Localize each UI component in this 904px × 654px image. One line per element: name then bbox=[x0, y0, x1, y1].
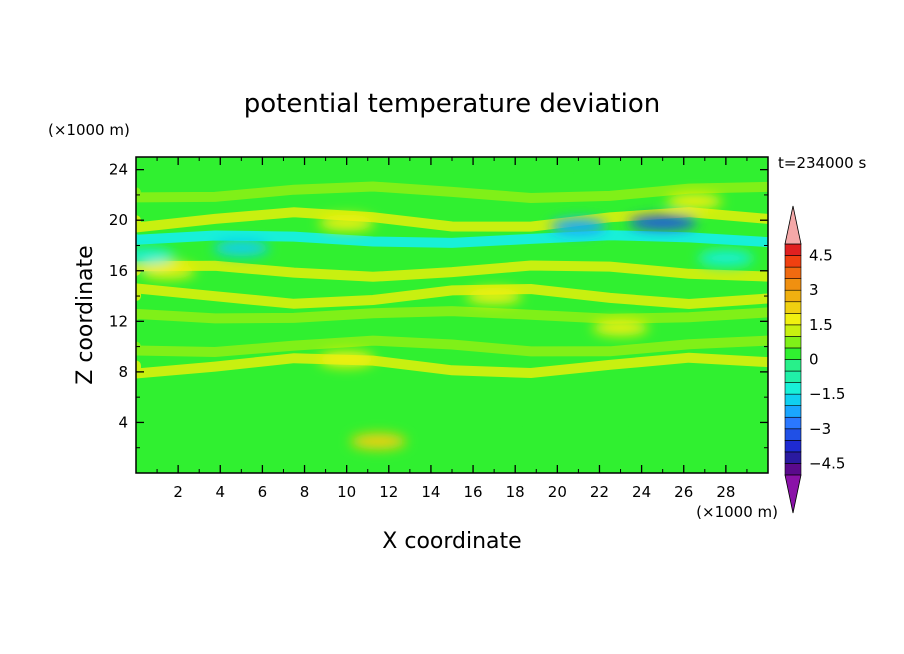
x-tick-label: 16 bbox=[464, 483, 483, 501]
contour-feature bbox=[318, 214, 375, 231]
contour-band bbox=[136, 382, 768, 400]
contour-feature bbox=[550, 218, 607, 235]
contour-feature bbox=[213, 240, 270, 257]
contour-feature bbox=[350, 433, 407, 450]
contour-feature bbox=[466, 288, 523, 305]
y-tick-label: 20 bbox=[109, 211, 128, 229]
y-axis-label: Z coordinate bbox=[73, 245, 98, 384]
colorbar-segment bbox=[784, 440, 802, 453]
x-tick-label: 20 bbox=[548, 483, 567, 501]
y-tick-label: 16 bbox=[109, 262, 128, 280]
feature-layer bbox=[136, 193, 754, 450]
x-axis: 2 4 6 8 10 12 14 16 18 20 22 24 26 28 bbox=[156, 157, 748, 501]
colorbar-segment bbox=[784, 266, 802, 279]
contour-band bbox=[136, 167, 768, 186]
contour-band bbox=[136, 181, 768, 204]
colorbar-segment bbox=[784, 243, 802, 256]
x-axis-unit: (×1000 m) bbox=[696, 503, 778, 521]
y-axis: 4 8 12 16 20 24 bbox=[109, 161, 768, 449]
colorbar-segment bbox=[784, 324, 802, 337]
contour-feature bbox=[628, 215, 697, 230]
contour-band bbox=[136, 207, 768, 233]
x-tick-label: 28 bbox=[716, 483, 735, 501]
colorbar-tick-label: 1.5 bbox=[809, 316, 833, 334]
contour-band bbox=[136, 283, 768, 310]
y-tick-label: 8 bbox=[118, 363, 128, 381]
x-tick-label: 8 bbox=[300, 483, 310, 501]
colorbar-segment bbox=[784, 278, 802, 291]
colorbar-tick-label: 4.5 bbox=[809, 247, 833, 265]
colorbar: 4.5 3 1.5 0 −1.5 −3 −4.5 bbox=[784, 205, 845, 514]
colorbar-segment bbox=[784, 312, 802, 326]
y-tick-label: 12 bbox=[109, 312, 128, 330]
x-tick-label: 26 bbox=[674, 483, 693, 501]
colorbar-segment bbox=[784, 336, 802, 349]
colorbar-segment bbox=[784, 289, 802, 303]
colorbar-segment bbox=[784, 301, 802, 314]
contour-band bbox=[136, 230, 768, 248]
x-tick-label: 18 bbox=[506, 483, 525, 501]
contour-band bbox=[136, 424, 768, 447]
y-tick-label: 24 bbox=[109, 161, 128, 179]
colorbar-segment bbox=[784, 359, 802, 372]
contour-band bbox=[136, 352, 768, 379]
plot-area bbox=[136, 157, 768, 473]
contour-feature bbox=[666, 193, 723, 210]
x-tick-label: 22 bbox=[590, 483, 609, 501]
colorbar-segment bbox=[784, 428, 802, 441]
x-tick-label: 14 bbox=[421, 483, 440, 501]
contour-feature bbox=[136, 247, 175, 264]
x-tick-label: 6 bbox=[258, 483, 268, 501]
colorbar-tick-label: −4.5 bbox=[809, 454, 845, 472]
colorbar-tick-label: 0 bbox=[809, 351, 819, 369]
colorbar-segment bbox=[784, 416, 802, 430]
colorbar-segment bbox=[784, 382, 802, 395]
contour-band bbox=[136, 306, 768, 324]
band-layer bbox=[136, 167, 768, 447]
contour-feature bbox=[697, 250, 754, 267]
colorbar-segment bbox=[784, 393, 802, 406]
y-tick-label: 4 bbox=[118, 413, 128, 431]
x-axis-label: X coordinate bbox=[382, 529, 521, 554]
contour-feature bbox=[592, 319, 649, 336]
colorbar-under-arrow bbox=[784, 474, 802, 514]
colorbar-tick-label: −1.5 bbox=[809, 385, 845, 403]
contour-feature bbox=[139, 262, 196, 279]
colorbar-segment bbox=[784, 347, 802, 360]
colorbar-segment bbox=[784, 451, 802, 464]
colorbar-over-arrow bbox=[784, 205, 802, 245]
colorbar-segment bbox=[784, 463, 802, 476]
y-axis-unit: (×1000 m) bbox=[48, 121, 130, 139]
colorbar-segment bbox=[784, 255, 802, 268]
colorbar-tick-label: 3 bbox=[809, 281, 819, 299]
x-tick-label: 12 bbox=[379, 483, 398, 501]
contour-feature bbox=[318, 351, 375, 368]
chart-title: potential temperature deviation bbox=[244, 89, 660, 119]
x-tick-label: 10 bbox=[337, 483, 356, 501]
colorbar-tick-label: −3 bbox=[809, 420, 831, 438]
colorbar-segment bbox=[784, 370, 802, 383]
colorbar-segment bbox=[784, 405, 802, 418]
x-tick-label: 4 bbox=[215, 483, 225, 501]
x-tick-label: 24 bbox=[632, 483, 651, 501]
contour-band bbox=[136, 335, 768, 358]
x-tick-label: 2 bbox=[173, 483, 183, 501]
time-label: t=234000 s bbox=[778, 154, 866, 172]
